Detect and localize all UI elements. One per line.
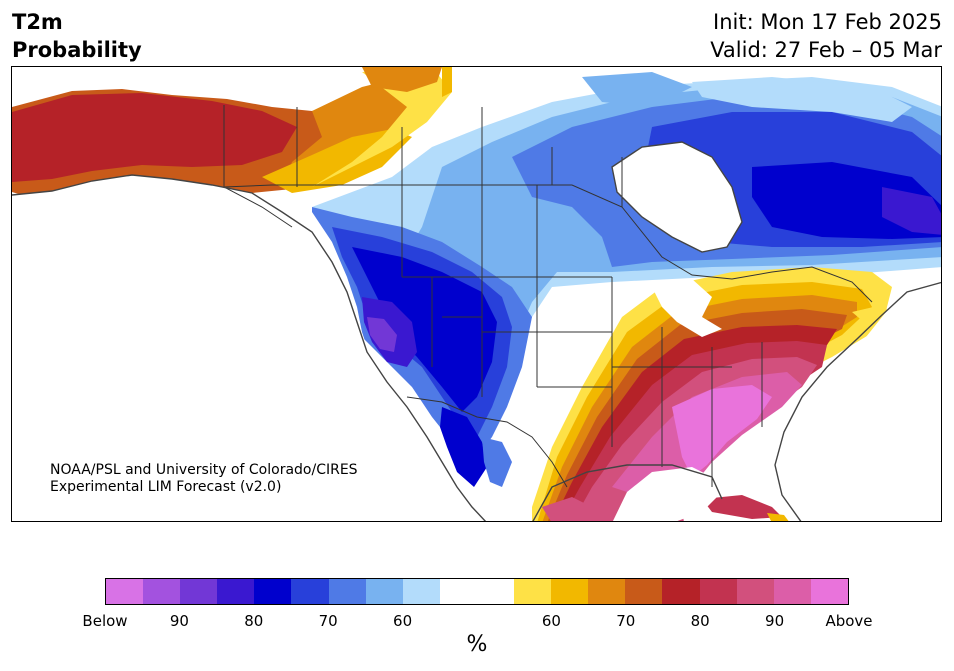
colorbar-segment [514,579,552,604]
colorbar-segment [699,579,737,604]
warm-edge-lightyellow [312,67,452,187]
init-date: Init: Mon 17 Feb 2025 [713,10,942,34]
warm-core-alaska [12,93,297,182]
colorbar-tick-label: 80 [690,612,710,630]
title-type: Probability [12,38,142,62]
cool-labrador [882,187,941,235]
colorbar-segment [365,579,403,604]
hudson-bay [612,142,742,252]
warm-southeast-core [672,385,772,477]
cool-california-violet [367,317,397,352]
colorbar-segment [402,579,440,604]
colorbar-tick-label: 60 [541,612,561,630]
alaska-border [223,105,293,228]
political-borders [223,105,873,488]
colorbar-segment [736,579,774,604]
colorbar-segment [476,579,515,604]
colorbar-tick-label: Above [825,612,873,630]
colorbar-tick-label: 90 [169,612,189,630]
us-mexico-border [406,396,568,488]
colorbar-segment [143,579,181,604]
colorbar-segment [662,579,700,604]
warm-caribbean-edge [767,513,789,521]
province-lines [296,107,623,207]
warm-arctic-top [362,67,442,92]
colorbar [105,578,849,605]
warm-caribbean [702,495,782,519]
canada-us-border [223,184,873,303]
colorbar-segment [810,579,848,604]
cool-mexico-edge [482,437,512,487]
colorbar-tick-label: 60 [393,612,413,630]
valid-range: Valid: 27 Feb – 05 Mar [710,38,942,62]
hudson-coastline [611,141,743,253]
colorbar-segment [551,579,589,604]
map-credit: NOAA/PSL and University of Colorado/CIRE… [50,462,358,496]
state-lines [401,185,763,487]
colorbar-segment [439,579,477,604]
atlantic-coastline [774,281,941,521]
colorbar-segment [291,579,329,604]
credit-line-2: Experimental LIM Forecast (v2.0) [50,479,282,495]
gulf-coastline [532,464,723,521]
colorbar-tick-label: 70 [318,612,338,630]
map-canvas [12,67,941,521]
colorbar-tick-label: Below [82,612,128,630]
arctic-ocean [452,67,572,112]
credit-line-1: NOAA/PSL and University of Colorado/CIRE… [50,462,358,478]
cool-mexico [440,407,487,487]
pacific-ocean [12,175,481,521]
forecast-dates: Init: Mon 17 Feb 2025 Valid: 27 Feb – 05… [710,8,942,64]
title-variable: T2m [12,10,63,34]
gulf-of-mexico [612,467,717,521]
colorbar-tick-label: 80 [244,612,264,630]
colorbar-segment [588,579,626,604]
probability-map: NOAA/PSL and University of Colorado/CIRE… [11,66,942,522]
colorbar-ticks: Below 90 80 70 60 60 70 80 90 Above [82,612,872,632]
colorbar-tick-label: 90 [765,612,785,630]
colorbar-segment [773,579,811,604]
colorbar-segment [106,579,144,604]
map-title: T2m Probability [12,8,142,64]
colorbar-segment [328,579,366,604]
great-lakes [652,279,722,337]
colorbar-segment [217,579,255,604]
pacific-coastline [12,174,487,521]
atlantic-ocean [772,282,941,521]
colorbar-segment [254,579,292,604]
coastlines [12,141,941,521]
warm-gulf-coast [542,497,601,521]
arctic-light-blue [692,77,912,122]
colorbar-unit: % [466,632,488,657]
arctic-mid-blue [582,72,692,107]
cool-west-core [352,247,497,412]
colorbar-segment [180,579,218,604]
colorbar-segment [625,579,663,604]
colorbar-tick-label: 70 [616,612,636,630]
